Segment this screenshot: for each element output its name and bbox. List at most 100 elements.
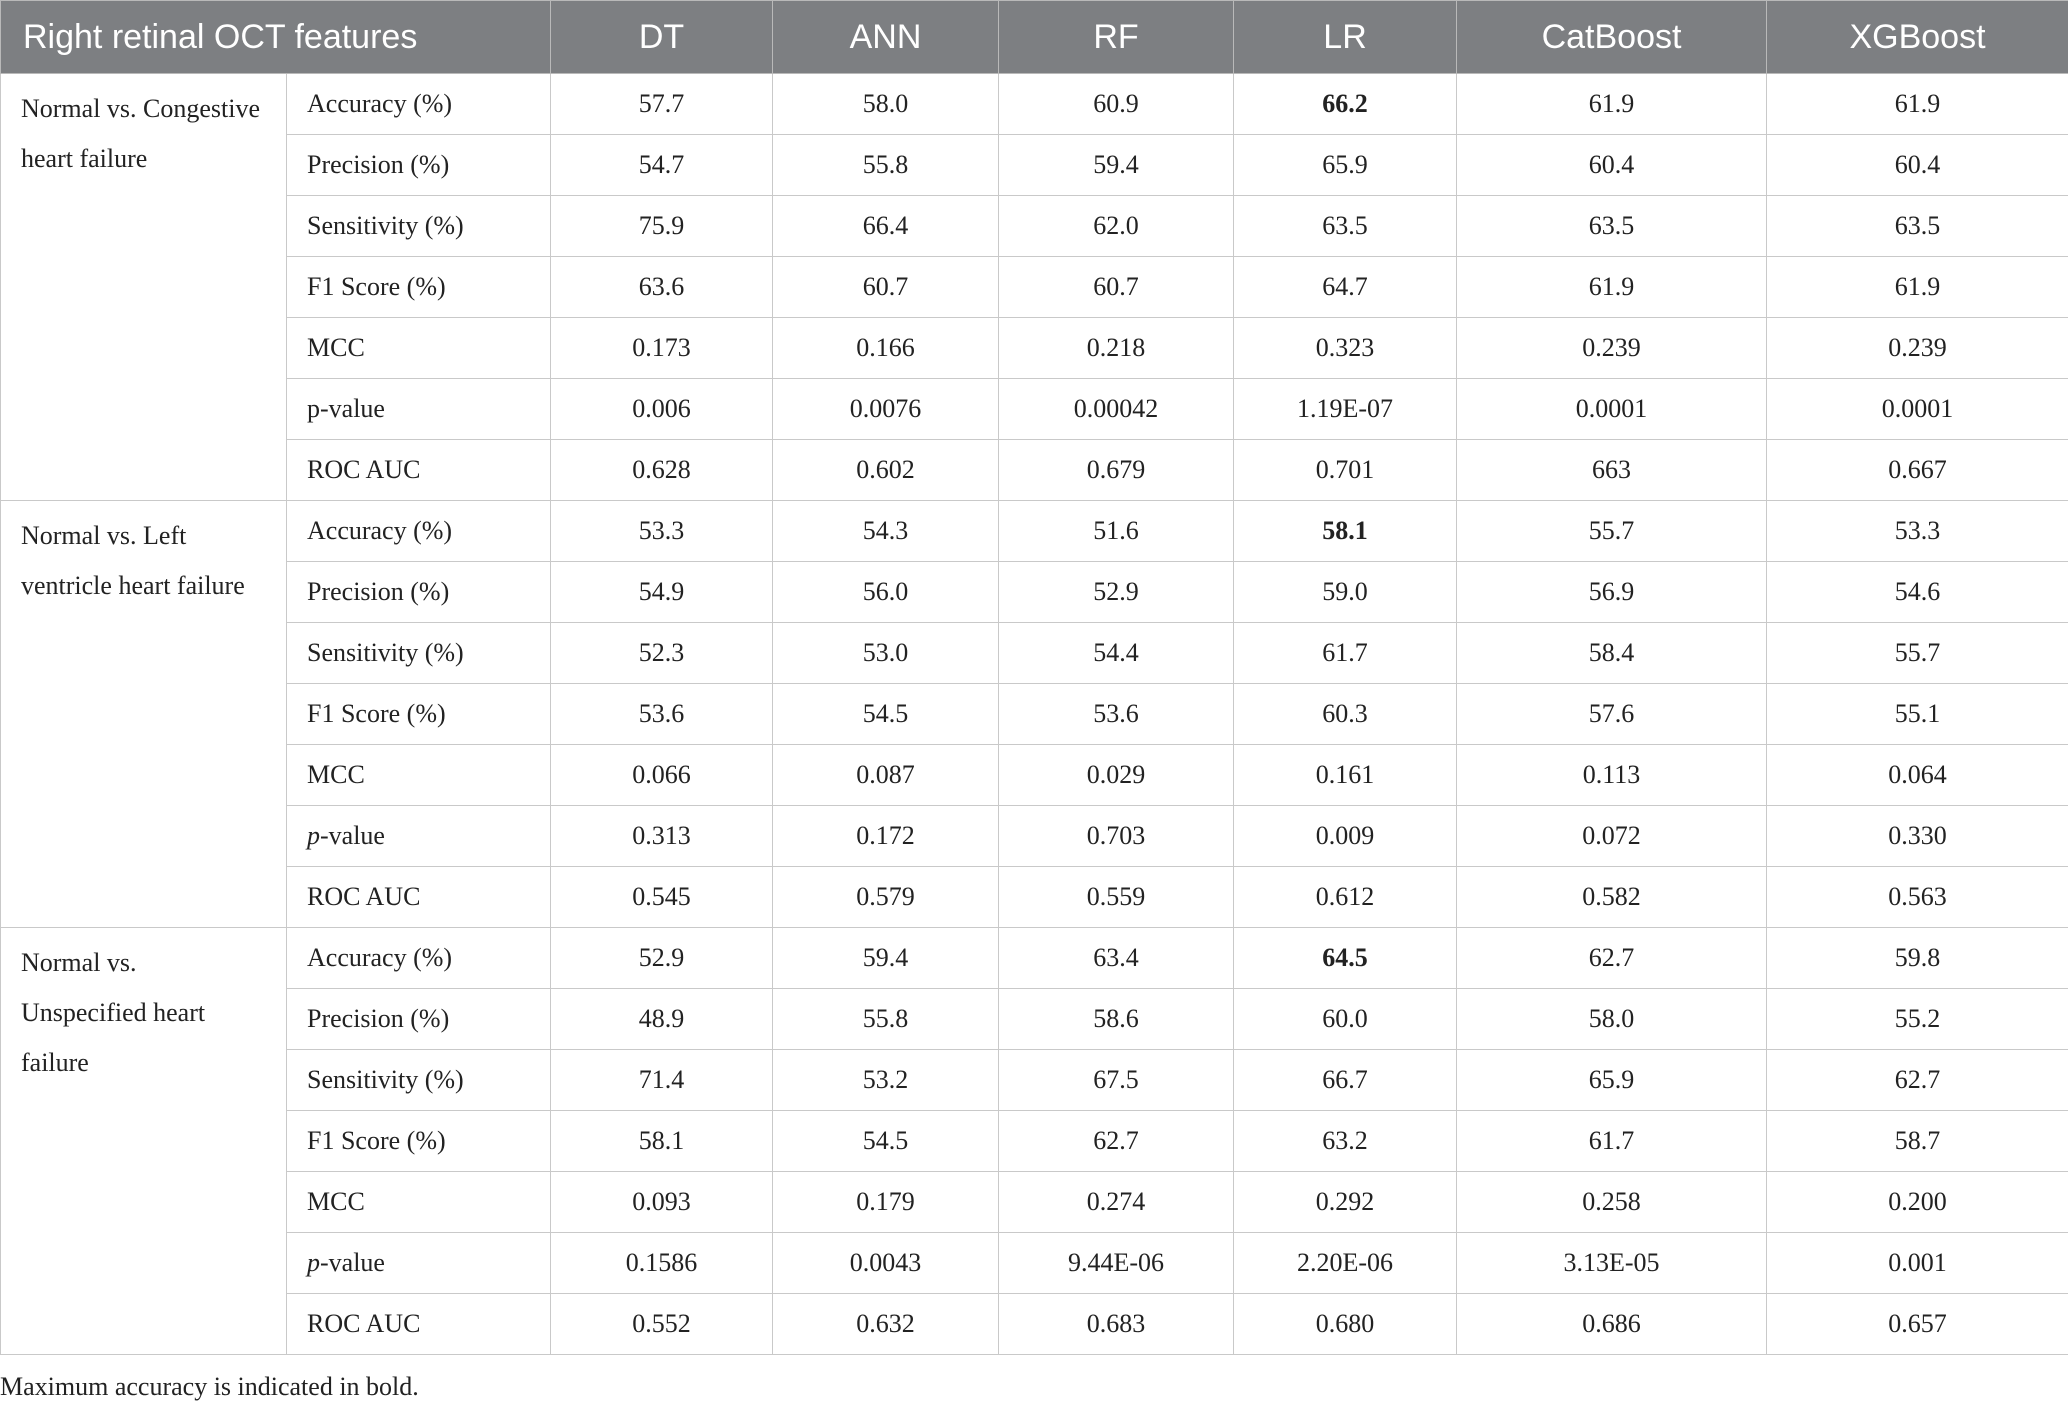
value-cell: 0.009 (1233, 805, 1458, 867)
table-row: MCC 0.093 0.179 0.274 0.292 0.258 0.200 (1, 1171, 2068, 1233)
value-cell: 53.6 (998, 683, 1235, 745)
header-cell: XGBoost (1766, 0, 2068, 74)
value-cell: 0.1586 (550, 1232, 774, 1294)
value-cell: 66.2 (1233, 73, 1458, 135)
table-row: Normal vs. Unspecified heart failure Accu… (0, 927, 2068, 1355)
group-label: Normal vs. Unspecified heart failure (0, 927, 287, 1355)
metric-label: p-value (285, 805, 552, 867)
value-cell: 0.632 (772, 1293, 1000, 1355)
value-cell: 0.313 (550, 805, 774, 867)
value-cell: 0.686 (1456, 1293, 1768, 1355)
value-cell: 0.559 (998, 866, 1235, 928)
value-cell: 54.9 (550, 561, 774, 623)
header-cell: ANN (772, 0, 1000, 74)
value-cell: 57.6 (1456, 683, 1768, 745)
value-cell: 58.1 (1233, 500, 1458, 562)
value-cell: 663 (1456, 439, 1768, 501)
value-cell: 66.4 (772, 195, 1000, 257)
value-cell: 54.5 (772, 1110, 1000, 1172)
metric-label: Precision (%) (285, 988, 552, 1050)
value-cell: 0.563 (1766, 866, 2068, 928)
metric-label: Sensitivity (%) (285, 622, 552, 684)
metric-label: Precision (%) (285, 134, 552, 196)
value-cell: 0.093 (550, 1171, 774, 1233)
value-cell: 60.9 (998, 73, 1235, 135)
value-cell: 63.5 (1456, 195, 1768, 257)
value-cell: 52.3 (550, 622, 774, 684)
table-row: F1 Score (%) 58.1 54.5 62.7 63.2 61.7 58.7 (1, 1110, 2068, 1172)
table-row: Normal vs. Left ventricle heart failure A… (0, 500, 2068, 928)
metric-label: p-value (285, 1232, 552, 1294)
value-cell: 56.0 (772, 561, 1000, 623)
value-cell: 60.3 (1233, 683, 1458, 745)
value-cell: 0.029 (998, 744, 1235, 806)
table-row: Precision (%) 54.9 56.0 52.9 59.0 56.9 54.6 (1, 561, 2068, 623)
value-cell: 64.7 (1233, 256, 1458, 318)
value-cell: 58.1 (550, 1110, 774, 1172)
value-cell: 51.6 (998, 500, 1235, 562)
value-cell: 58.0 (772, 73, 1000, 135)
value-cell: 61.9 (1456, 73, 1768, 135)
value-cell: 61.7 (1233, 622, 1458, 684)
value-cell: 0.258 (1456, 1171, 1768, 1233)
value-cell: 0.161 (1233, 744, 1458, 806)
value-cell: 60.4 (1456, 134, 1768, 196)
group-label: Normal vs. Congestive heart failure (0, 73, 287, 501)
value-cell: 0.166 (772, 317, 1000, 379)
value-cell: 62.7 (998, 1110, 1235, 1172)
value-cell: 65.9 (1233, 134, 1458, 196)
metric-label: Accuracy (%) (285, 927, 552, 989)
header-row: Right retinal OCT features DT ANN RF LR CatBo… (0, 0, 2068, 74)
value-cell: 61.7 (1456, 1110, 1768, 1172)
value-cell: 0.064 (1766, 744, 2068, 806)
value-cell: 0.602 (772, 439, 1000, 501)
value-cell: 0.679 (998, 439, 1235, 501)
value-cell: 63.4 (998, 927, 1235, 989)
value-cell: 0.323 (1233, 317, 1458, 379)
header-cell: Right retinal OCT features (0, 0, 552, 74)
results-table: Right retinal OCT features DT ANN RF LR CatBo… (0, 0, 2068, 1355)
value-cell: 59.4 (772, 927, 1000, 989)
value-cell: 0.0076 (772, 378, 1000, 440)
value-cell: 60.7 (998, 256, 1235, 318)
value-cell: 61.9 (1456, 256, 1768, 318)
footnote: Maximum accuracy is indicated in bold. (0, 1372, 419, 1401)
table-row: Sensitivity (%) 52.3 53.0 54.4 61.7 58.4 55.7 (1, 622, 2068, 684)
table-row: ROC AUC 0.545 0.579 0.559 0.612 0.582 0.563 (1, 866, 2068, 928)
metric-label: Sensitivity (%) (285, 195, 552, 257)
header-cell: LR (1233, 0, 1458, 74)
metric-label: Sensitivity (%) (285, 1049, 552, 1111)
value-cell: 0.552 (550, 1293, 774, 1355)
table-row: ROC AUC 0.552 0.632 0.683 0.680 0.686 0.657 (1, 1293, 2068, 1355)
table-row: p-value 0.313 0.172 0.703 0.009 0.072 0.330 (1, 805, 2068, 867)
value-cell: 63.6 (550, 256, 774, 318)
value-cell: 57.7 (550, 73, 774, 135)
metric-label: F1 Score (%) (285, 1110, 552, 1172)
value-cell: 67.5 (998, 1049, 1235, 1111)
metric-label: Accuracy (%) (285, 73, 552, 135)
value-cell: 59.4 (998, 134, 1235, 196)
value-cell: 60.7 (772, 256, 1000, 318)
value-cell: 0.239 (1456, 317, 1768, 379)
metric-label: ROC AUC (285, 866, 552, 928)
value-cell: 0.00042 (998, 378, 1235, 440)
value-cell: 54.6 (1766, 561, 2068, 623)
table-row: p-value 0.006 0.0076 0.00042 1.19E-07 0.0001 0… (1, 378, 2068, 440)
value-cell: 0.172 (772, 805, 1000, 867)
value-cell: 66.7 (1233, 1049, 1458, 1111)
value-cell: 54.3 (772, 500, 1000, 562)
value-cell: 0.657 (1766, 1293, 2068, 1355)
value-cell: 0.0001 (1456, 378, 1768, 440)
value-cell: 58.6 (998, 988, 1235, 1050)
table-row: p-value 0.1586 0.0043 9.44E-06 2.20E-06 3.13E… (1, 1232, 2068, 1294)
value-cell: 54.4 (998, 622, 1235, 684)
value-cell: 62.7 (1766, 1049, 2068, 1111)
value-cell: 0.0043 (772, 1232, 1000, 1294)
value-cell: 0.274 (998, 1171, 1235, 1233)
value-cell: 71.4 (550, 1049, 774, 1111)
metric-label: ROC AUC (285, 1293, 552, 1355)
header-cell: CatBoost (1456, 0, 1768, 74)
value-cell: 0.330 (1766, 805, 2068, 867)
metric-label: F1 Score (%) (285, 683, 552, 745)
table-row: MCC 0.173 0.166 0.218 0.323 0.239 0.239 (1, 317, 2068, 379)
